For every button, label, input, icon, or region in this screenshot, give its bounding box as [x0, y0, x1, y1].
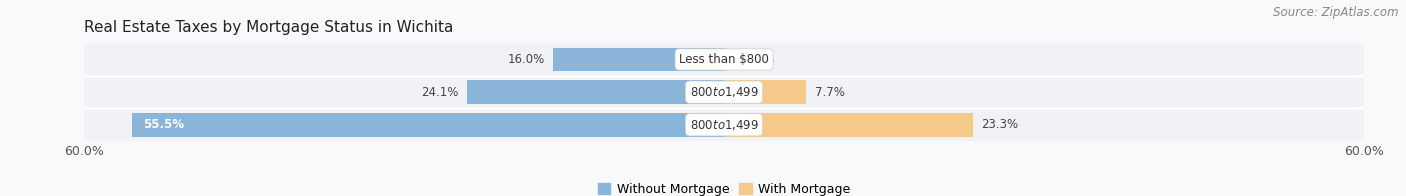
Text: 24.1%: 24.1% — [422, 86, 458, 99]
Text: Less than $800: Less than $800 — [679, 53, 769, 66]
Text: $800 to $1,499: $800 to $1,499 — [689, 85, 759, 99]
Bar — [84, 43, 1364, 76]
Bar — [84, 108, 1364, 141]
Legend: Without Mortgage, With Mortgage: Without Mortgage, With Mortgage — [598, 183, 851, 196]
Bar — [467, 80, 724, 104]
Bar — [724, 113, 973, 137]
Bar — [132, 113, 724, 137]
Text: 7.7%: 7.7% — [814, 86, 845, 99]
Text: $800 to $1,499: $800 to $1,499 — [689, 118, 759, 132]
Text: 55.5%: 55.5% — [143, 118, 184, 131]
Bar — [724, 48, 728, 71]
Text: 16.0%: 16.0% — [508, 53, 546, 66]
Text: Real Estate Taxes by Mortgage Status in Wichita: Real Estate Taxes by Mortgage Status in … — [84, 20, 454, 35]
Text: 0.44%: 0.44% — [737, 53, 775, 66]
Bar — [724, 80, 806, 104]
Text: 23.3%: 23.3% — [981, 118, 1018, 131]
Text: Source: ZipAtlas.com: Source: ZipAtlas.com — [1274, 6, 1399, 19]
Bar — [554, 48, 724, 71]
Bar — [84, 76, 1364, 108]
